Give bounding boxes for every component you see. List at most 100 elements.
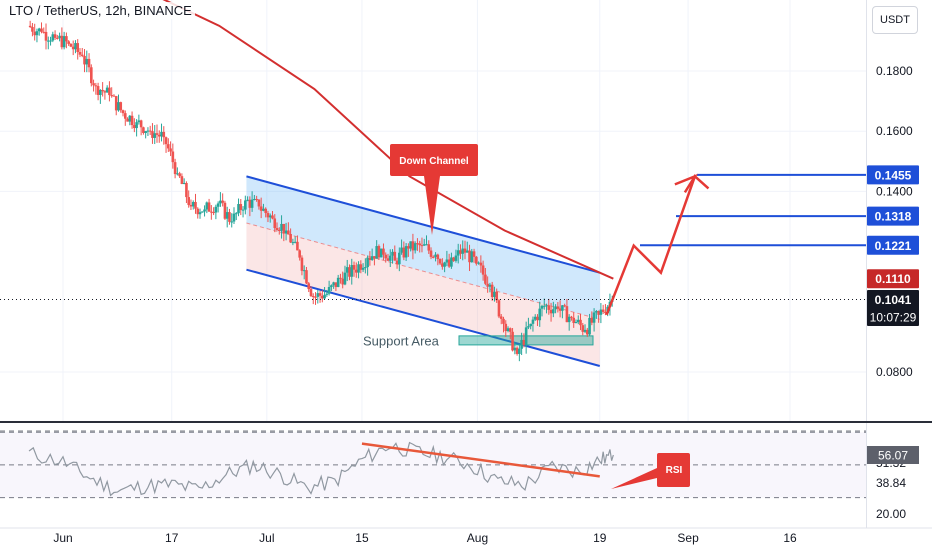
candle-body <box>400 247 403 253</box>
currency-button[interactable]: USDT <box>872 6 918 34</box>
candle-body <box>198 212 202 215</box>
candle-body <box>85 58 89 65</box>
candle-body <box>416 243 419 245</box>
candle-body <box>207 202 211 212</box>
candle-body <box>239 204 243 210</box>
rsi-tick-label: 20.00 <box>876 507 906 521</box>
pane-separator[interactable] <box>0 421 932 423</box>
candle-body <box>314 296 317 298</box>
candle-body <box>456 250 460 256</box>
candle-body <box>176 173 179 175</box>
candle-body <box>420 245 424 247</box>
candle-body <box>307 283 311 290</box>
channel-upper-line[interactable] <box>246 175 601 274</box>
candle-body <box>395 260 399 265</box>
candle-body <box>74 43 77 50</box>
candle-body <box>540 305 544 309</box>
candle-body <box>484 274 487 284</box>
candle-body <box>65 36 68 42</box>
rsi-divergence-line[interactable] <box>361 442 600 478</box>
time-tick-label: Aug <box>467 531 488 545</box>
candle-body <box>579 319 582 326</box>
candle-body <box>404 246 408 258</box>
candle-body <box>472 251 476 257</box>
candle-body <box>592 312 596 323</box>
price-axis-separator <box>866 0 867 528</box>
candle-body <box>536 316 539 321</box>
candle-body <box>62 36 66 48</box>
candle-body <box>194 201 197 209</box>
candle-body <box>78 52 82 55</box>
candle-body <box>431 256 435 258</box>
candle-body <box>200 211 204 213</box>
moving-average-line <box>162 0 614 280</box>
candle-body <box>219 200 222 204</box>
candle-body <box>171 151 175 163</box>
candle-body <box>436 254 440 260</box>
candle-body <box>212 212 215 214</box>
candle-body <box>565 306 569 323</box>
candle-body <box>160 131 163 137</box>
candle-body <box>137 120 141 123</box>
rsi-value-box <box>867 446 919 464</box>
down-channel-callout[interactable] <box>390 144 478 235</box>
time-tick-label: Jul <box>259 531 274 545</box>
candle-body <box>80 54 84 56</box>
price-label-text: 0.1455 <box>875 168 912 182</box>
price-label-box <box>867 269 919 289</box>
candle-body <box>370 256 374 261</box>
candle-body <box>316 293 320 297</box>
candle-body <box>135 122 138 129</box>
price-label-box <box>867 206 919 226</box>
candle-body <box>162 131 166 138</box>
candle-body <box>604 311 607 314</box>
candle-body <box>144 131 147 133</box>
candle-body <box>341 278 345 285</box>
candle-body <box>438 259 442 264</box>
price-label-text: 0.1221 <box>875 239 912 253</box>
projection-arrow[interactable] <box>605 174 710 316</box>
candle-body <box>597 311 600 315</box>
candle-body <box>60 35 64 48</box>
candle-body <box>508 328 512 332</box>
candle-body <box>189 204 193 207</box>
price-label-text: 0.1318 <box>875 210 912 224</box>
candle-body <box>339 277 342 279</box>
candle-body <box>527 326 530 328</box>
candle-body <box>164 137 168 145</box>
candle-body <box>287 230 290 234</box>
candle-body <box>434 254 437 257</box>
candle-body <box>332 282 335 286</box>
candle-body <box>114 96 118 111</box>
candle-body <box>386 258 390 261</box>
rsi-callout[interactable] <box>611 453 690 489</box>
candle-body <box>46 40 50 42</box>
candle-body <box>495 291 499 301</box>
candle-body <box>468 250 471 263</box>
candle-body <box>481 265 485 275</box>
rsi-callout-label: RSI <box>666 465 683 476</box>
candle-body <box>479 262 483 266</box>
candle-body <box>413 243 417 251</box>
candle-body <box>599 309 603 315</box>
candle-body <box>302 270 306 272</box>
candle-body <box>296 241 299 251</box>
candle-body <box>323 294 326 299</box>
candle-body <box>210 211 213 213</box>
candle-body <box>486 283 489 287</box>
candle-body <box>230 221 234 223</box>
candle-body <box>142 127 145 133</box>
channel-upper-fill <box>246 176 600 320</box>
price-label-text: 0.1110 <box>875 272 911 286</box>
time-tick-label: Sep <box>677 531 699 545</box>
channel-lower-line[interactable] <box>246 268 601 367</box>
candle-body <box>391 251 394 256</box>
candle-body <box>490 284 494 297</box>
projection-arrowhead <box>674 173 698 194</box>
candle-body <box>373 256 376 259</box>
candle-body <box>359 264 363 270</box>
candle-body <box>518 348 521 354</box>
candle-body <box>321 295 324 299</box>
candle-body <box>51 34 55 41</box>
candle-body <box>277 229 281 231</box>
